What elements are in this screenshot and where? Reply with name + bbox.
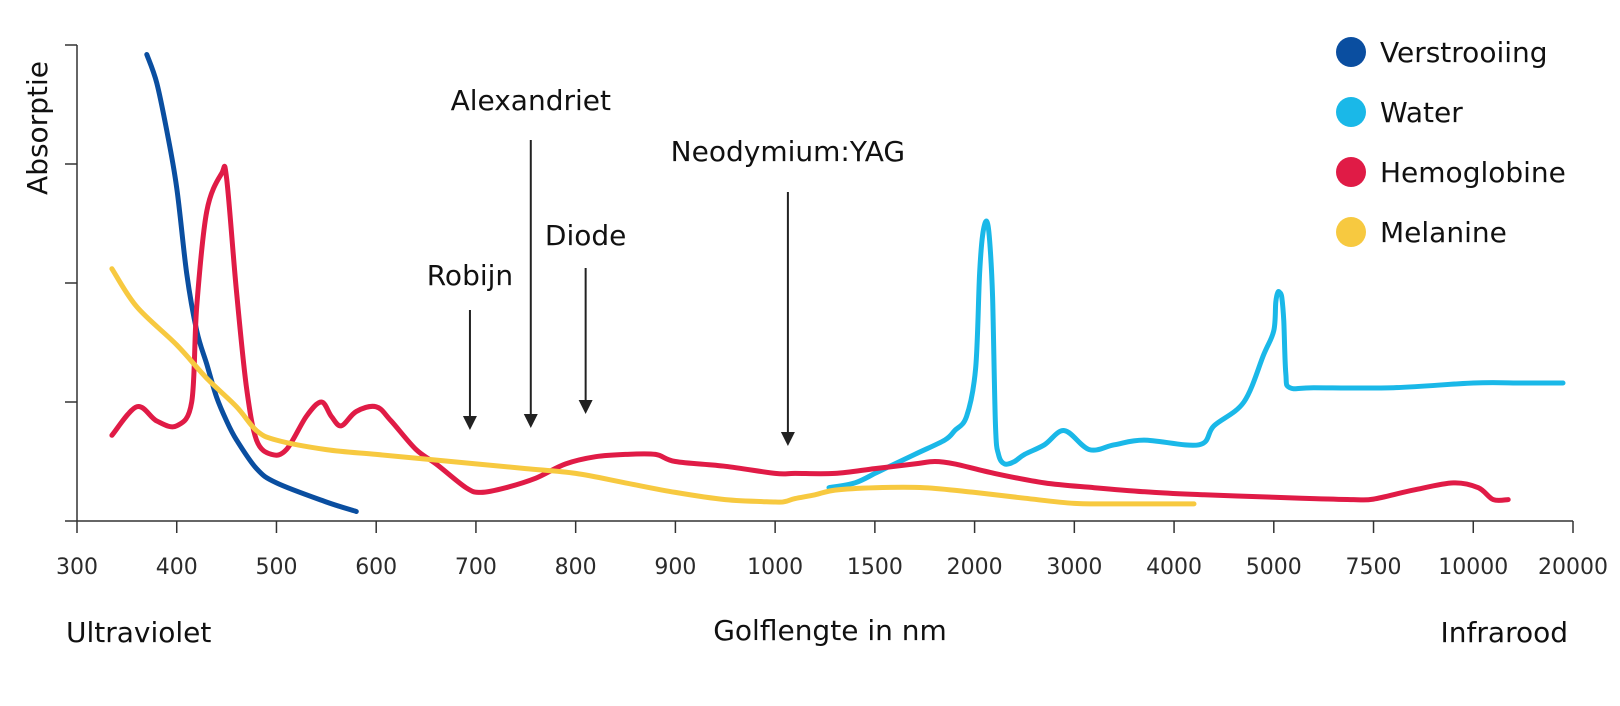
legend-label: Melanine	[1380, 216, 1507, 249]
x-tick-label: 10000	[1438, 555, 1508, 580]
legend-item-hemoglobine: Hemoglobine	[1336, 156, 1566, 189]
laser-annotations: Robijn Alexandriet Diode Neodymium:YAG	[427, 84, 905, 446]
x-tick-label: 800	[555, 555, 597, 580]
legend-item-water: Water	[1336, 96, 1463, 129]
x-tick-label: 3000	[1046, 555, 1102, 580]
x-tick-labels: 300 400 500 600 700 800 900 1000 1500 2000 3000 400…	[56, 555, 1608, 580]
annotation-robijn: Robijn	[427, 259, 513, 430]
annotation-arrow-head	[780, 432, 795, 446]
series-layer	[109, 52, 1566, 514]
legend-swatch	[1336, 217, 1366, 247]
annotation-diode: Diode	[545, 219, 626, 414]
legend-label: Verstrooiing	[1380, 36, 1548, 69]
x-tick-label: 4000	[1146, 555, 1202, 580]
series-line-verstrooiing	[144, 52, 359, 514]
annotation-label: Alexandriet	[451, 84, 611, 117]
x-tick-label: 300	[56, 555, 98, 580]
x-tick-label: 2000	[947, 555, 1003, 580]
legend-item-melanine: Melanine	[1336, 216, 1507, 249]
legend-swatch	[1336, 37, 1366, 67]
annotation-arrow-head	[462, 416, 477, 430]
legend-label: Hemoglobine	[1380, 156, 1566, 189]
legend: Verstrooiing Water Hemoglobine Melanine	[1336, 36, 1566, 249]
annotation-label: Robijn	[427, 259, 513, 292]
legend-label: Water	[1380, 96, 1463, 129]
series-line-hemoglobine	[109, 163, 1511, 503]
annotation-arrow-head	[523, 414, 538, 428]
y-axis-label: Absorptie	[21, 61, 54, 195]
axes	[65, 44, 1574, 533]
x-axis-label: Golflengte in nm	[713, 614, 947, 647]
series-line-melanine	[109, 266, 1197, 507]
annotation-label: Diode	[545, 219, 626, 252]
region-label-infrarood: Infrarood	[1441, 616, 1568, 649]
legend-swatch	[1336, 157, 1366, 187]
legend-item-verstrooiing: Verstrooiing	[1336, 36, 1548, 69]
x-tick-label: 500	[255, 555, 297, 580]
x-tick-label: 1500	[847, 555, 903, 580]
x-tick-label: 900	[654, 555, 696, 580]
annotation-alexandriet: Alexandriet	[451, 84, 611, 428]
annotation-neodymium-yag: Neodymium:YAG	[671, 135, 905, 446]
annotation-label: Neodymium:YAG	[671, 135, 905, 168]
annotation-arrow-head	[578, 400, 593, 414]
x-tick-label: 1000	[747, 555, 803, 580]
x-tick-label: 700	[455, 555, 497, 580]
x-tick-label: 7500	[1346, 555, 1402, 580]
x-tick-label: 600	[355, 555, 397, 580]
legend-swatch	[1336, 97, 1366, 127]
x-tick-label: 5000	[1246, 555, 1302, 580]
region-label-ultraviolet: Ultraviolet	[66, 616, 211, 649]
x-tick-label: 400	[156, 555, 198, 580]
series-line-water	[826, 218, 1566, 491]
x-tick-label: 20000	[1538, 555, 1608, 580]
